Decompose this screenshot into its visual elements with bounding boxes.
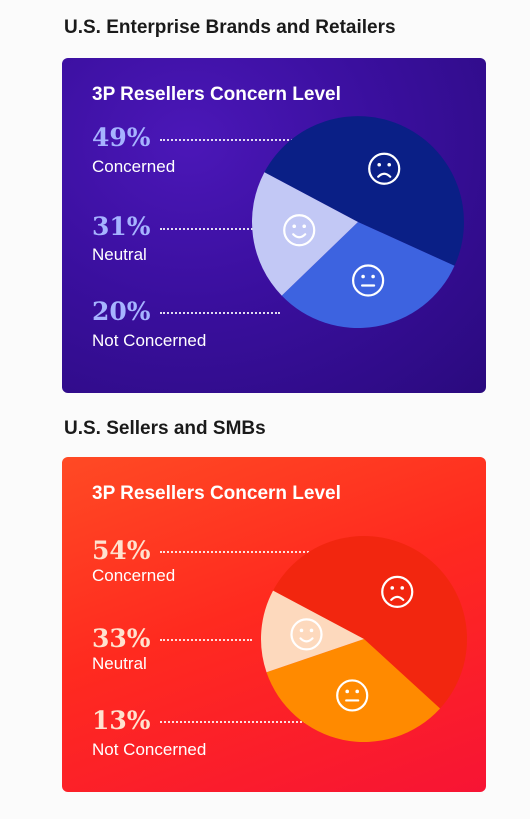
label-not-concerned: Not Concerned	[92, 740, 207, 759]
neutral-face-icon	[336, 679, 369, 712]
pct-neutral: 33%	[92, 624, 151, 653]
leader-line-neutral	[160, 228, 256, 230]
neutral-face-icon	[352, 264, 385, 297]
card-title: 3P Resellers Concern Level	[92, 483, 341, 504]
slice-concerned	[264, 116, 464, 266]
label-neutral: Neutral	[92, 654, 147, 673]
leader-line-neutral	[160, 639, 252, 641]
leader-line-concerned	[160, 139, 320, 141]
leader-line-concerned	[160, 551, 320, 553]
pct-concerned: 54%	[92, 536, 151, 565]
label-not-concerned: Not Concerned	[92, 331, 207, 350]
label-concerned: Concerned	[92, 157, 176, 176]
card-smb: 3P Resellers Concern Level 54% Concerned…	[62, 457, 486, 792]
pie-chart	[261, 535, 468, 742]
pct-not-concerned: 20%	[92, 297, 151, 326]
pct-not-concerned: 13%	[92, 706, 151, 735]
frown-face-icon	[368, 152, 401, 185]
pct-concerned: 49%	[92, 123, 151, 152]
pie-chart	[252, 116, 464, 328]
smile-face-icon	[283, 214, 316, 247]
smile-face-icon	[290, 618, 323, 651]
slice-neutral	[266, 639, 441, 742]
leader-line-not-concerned	[160, 312, 280, 314]
frown-face-icon	[381, 575, 414, 608]
pct-neutral: 31%	[92, 212, 151, 241]
section-title-smb: U.S. Sellers and SMBs	[64, 418, 266, 439]
leader-line-not-concerned	[160, 721, 338, 723]
card-title: 3P Resellers Concern Level	[92, 84, 341, 105]
label-neutral: Neutral	[92, 245, 147, 264]
slice-concerned	[273, 535, 468, 709]
card-enterprise: 3P Resellers Concern Level 49% Concerned…	[62, 58, 486, 393]
section-title-enterprise: U.S. Enterprise Brands and Retailers	[64, 17, 396, 38]
label-concerned: Concerned	[92, 566, 176, 585]
slice-neutral	[281, 222, 455, 328]
